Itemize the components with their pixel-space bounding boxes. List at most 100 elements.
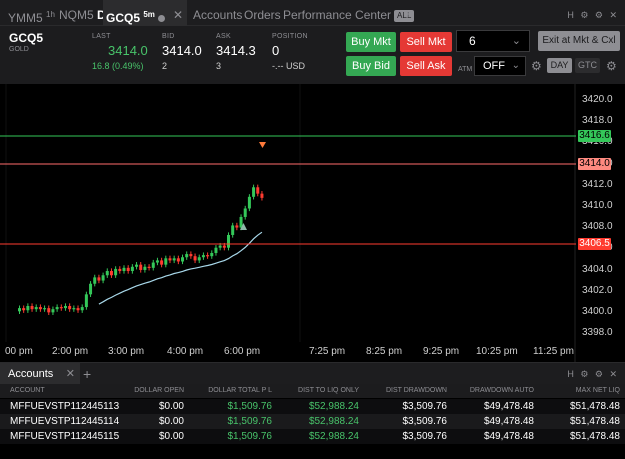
candle-body bbox=[101, 275, 105, 281]
unsaved-dot-icon bbox=[157, 15, 165, 22]
tif-day-toggle[interactable]: DAY bbox=[547, 58, 572, 73]
table-cell: $1,509.76 bbox=[227, 431, 273, 442]
close-tab-icon[interactable]: ✕ bbox=[65, 368, 75, 380]
candle-body bbox=[105, 271, 109, 276]
atm-settings-gear-icon[interactable]: ⚙ bbox=[531, 59, 542, 73]
table-cell: $51,478.48 bbox=[569, 416, 620, 427]
tab-ymm5[interactable]: YMM5 1h bbox=[8, 10, 55, 25]
x-axis-label: 2:00 pm bbox=[52, 346, 89, 357]
account-id: MFFUEVSTP112445114 bbox=[10, 416, 120, 427]
add-tab-icon[interactable]: + bbox=[83, 366, 92, 382]
order-settings-gear-icon[interactable]: ⚙ bbox=[606, 59, 617, 73]
buy-bid-button[interactable]: Buy Bid bbox=[346, 56, 396, 76]
candle-body bbox=[143, 266, 147, 270]
table-row[interactable]: MFFUEVSTP112445114 $0.00 $1,509.76 $52,988.… bbox=[0, 414, 625, 429]
table-row[interactable]: MFFUEVSTP112445115 $0.00 $1,509.76 $52,988.… bbox=[0, 429, 625, 444]
candle-body bbox=[201, 255, 205, 258]
table-cell: $1,509.76 bbox=[227, 401, 273, 412]
candle-body bbox=[227, 234, 230, 248]
table-cell: $0.00 bbox=[158, 401, 184, 412]
chevron-down-icon: ⌄ bbox=[511, 35, 521, 47]
add-tab-icon[interactable]: + bbox=[403, 6, 412, 23]
column-header[interactable]: DIST DRAWDOWN bbox=[385, 387, 447, 394]
y-axis-label: 3400.0 bbox=[582, 306, 613, 317]
tab-performance-center[interactable]: Performance Center ALL bbox=[283, 0, 415, 26]
price-chart[interactable]: 3420.03418.03416.03414.03412.03410.03408… bbox=[0, 84, 625, 362]
sell-mkt-button[interactable]: Sell Mkt bbox=[400, 32, 452, 52]
column-header[interactable]: DOLLAR OPEN bbox=[134, 387, 184, 394]
candle-body bbox=[80, 307, 84, 311]
tab-gcq5[interactable]: GCQ5 5m ✕ bbox=[103, 0, 187, 26]
candle-body bbox=[109, 271, 113, 276]
candle-body bbox=[151, 262, 155, 268]
sell-marker-icon bbox=[259, 142, 266, 148]
price-change: 16.8 (0.49%) bbox=[92, 61, 144, 71]
candle-body bbox=[218, 245, 222, 248]
candle-body bbox=[222, 245, 226, 248]
accounts-table-header: ACCOUNT DOLLAR OPEN DOLLAR TOTAL P L DIS… bbox=[0, 384, 625, 398]
chart-canvas[interactable] bbox=[0, 84, 625, 362]
x-axis-label: 9:25 pm bbox=[423, 346, 460, 357]
y-axis-label: 3410.0 bbox=[582, 200, 613, 211]
x-axis-label: 7:25 pm bbox=[309, 346, 346, 357]
account-id: MFFUEVSTP112445115 bbox=[10, 431, 120, 442]
last-price: 3414.0 bbox=[108, 43, 148, 58]
bid-label: BID bbox=[162, 33, 175, 40]
ask-label: ASK bbox=[216, 33, 231, 40]
exit-at-mkt-cancel-button[interactable]: Exit at Mkt & Cxl bbox=[538, 31, 620, 51]
table-cell: $52,988.24 bbox=[308, 401, 359, 412]
table-row[interactable]: MFFUEVSTP112445113 $0.00 $1,509.76 $52,988.… bbox=[0, 399, 625, 414]
candle-body bbox=[147, 266, 151, 268]
x-axis-label: 11:25 pm bbox=[533, 346, 574, 357]
ask-price-tag: 3416.6 bbox=[578, 130, 611, 142]
candle-body bbox=[139, 264, 143, 270]
window-controls[interactable]: H ⚙ ⚙ ✕ bbox=[567, 369, 619, 379]
candle-body bbox=[59, 307, 63, 309]
position-label: POSITION bbox=[272, 33, 308, 40]
column-header[interactable]: MAX NET LIQ bbox=[575, 387, 620, 394]
table-cell: $0.00 bbox=[158, 416, 184, 427]
order-panel: GCQ5 GOLD LAST 3414.0 16.8 (0.49%) BID 3… bbox=[0, 26, 625, 84]
tif-gtc-toggle[interactable]: GTC bbox=[575, 58, 600, 73]
y-axis-label: 3398.0 bbox=[582, 327, 613, 339]
candle-body bbox=[22, 308, 26, 311]
tab-nqm5[interactable]: NQM5 D bbox=[59, 8, 106, 22]
buy-mkt-button[interactable]: Buy Mkt bbox=[346, 32, 396, 52]
tab-accounts-panel[interactable]: Accounts ✕ bbox=[0, 363, 80, 385]
chevron-down-icon: ⌄ bbox=[511, 60, 520, 71]
position-value: 0 bbox=[272, 43, 280, 58]
table-cell: $52,988.24 bbox=[308, 431, 359, 442]
ask-price: 3414.3 bbox=[216, 43, 256, 58]
column-header[interactable]: DIST TO LIQ ONLY bbox=[298, 387, 359, 394]
candle-body bbox=[51, 309, 55, 313]
candle-body bbox=[89, 283, 93, 295]
column-header[interactable]: DRAWDOWN AUTO bbox=[469, 387, 534, 394]
candle-body bbox=[168, 258, 172, 261]
window-controls[interactable]: H ⚙ ⚙ ✕ bbox=[567, 10, 619, 20]
table-cell: $3,509.76 bbox=[402, 416, 448, 427]
tab-orders[interactable]: Orders bbox=[244, 8, 281, 22]
candle-body bbox=[193, 256, 197, 261]
x-axis-label: 3:00 pm bbox=[108, 346, 145, 357]
column-header[interactable]: DOLLAR TOTAL P L bbox=[208, 387, 272, 394]
table-cell: $1,509.76 bbox=[227, 416, 273, 427]
x-axis-label: 00 pm bbox=[5, 346, 33, 357]
atm-strategy-select[interactable]: OFF ⌄ bbox=[474, 56, 526, 76]
bid-size: 2 bbox=[162, 61, 168, 71]
candle-body bbox=[214, 247, 218, 253]
candle-body bbox=[34, 307, 38, 310]
candle-body bbox=[47, 308, 51, 313]
x-axis-label: 10:25 pm bbox=[476, 346, 518, 357]
candle-body bbox=[252, 187, 256, 197]
candle-body bbox=[256, 187, 260, 194]
close-tab-icon[interactable]: ✕ bbox=[172, 8, 183, 22]
column-header[interactable]: ACCOUNT bbox=[10, 387, 45, 394]
table-cell: $3,509.76 bbox=[402, 431, 448, 442]
quantity-select[interactable]: 6 ⌄ bbox=[456, 30, 530, 52]
tab-accounts[interactable]: Accounts bbox=[193, 8, 243, 22]
candle-body bbox=[235, 225, 239, 228]
y-axis-label: 3402.0 bbox=[582, 284, 613, 296]
sell-ask-button[interactable]: Sell Ask bbox=[400, 56, 452, 76]
last-label: LAST bbox=[92, 33, 111, 40]
candle-body bbox=[160, 260, 164, 265]
